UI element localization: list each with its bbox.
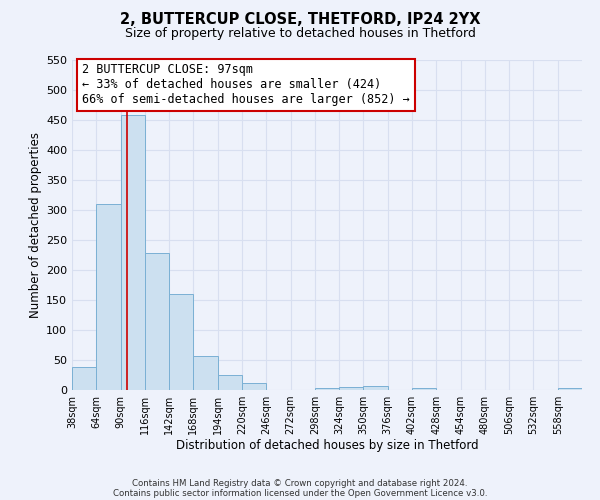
Text: Contains HM Land Registry data © Crown copyright and database right 2024.: Contains HM Land Registry data © Crown c…	[132, 478, 468, 488]
Bar	[72, 367, 96, 390]
Bar	[169, 294, 193, 390]
Bar	[315, 388, 339, 390]
Bar	[364, 386, 388, 390]
Bar	[339, 387, 364, 390]
Bar	[193, 356, 218, 390]
Bar	[96, 204, 121, 390]
Bar	[242, 384, 266, 390]
Bar	[121, 115, 145, 390]
Bar	[145, 253, 169, 390]
Bar	[412, 388, 436, 390]
Y-axis label: Number of detached properties: Number of detached properties	[29, 132, 42, 318]
Text: 2, BUTTERCUP CLOSE, THETFORD, IP24 2YX: 2, BUTTERCUP CLOSE, THETFORD, IP24 2YX	[120, 12, 480, 28]
Text: 2 BUTTERCUP CLOSE: 97sqm
← 33% of detached houses are smaller (424)
66% of semi-: 2 BUTTERCUP CLOSE: 97sqm ← 33% of detach…	[82, 64, 410, 106]
Bar	[218, 375, 242, 390]
Text: Size of property relative to detached houses in Thetford: Size of property relative to detached ho…	[125, 28, 475, 40]
X-axis label: Distribution of detached houses by size in Thetford: Distribution of detached houses by size …	[176, 438, 478, 452]
Bar	[558, 388, 582, 390]
Text: Contains public sector information licensed under the Open Government Licence v3: Contains public sector information licen…	[113, 488, 487, 498]
